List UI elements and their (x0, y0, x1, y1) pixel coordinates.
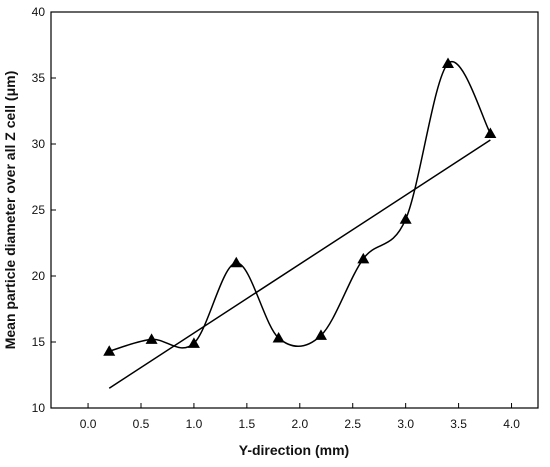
y-tick-label: 35 (32, 71, 46, 85)
x-tick-label: 3.5 (450, 417, 467, 431)
y-tick-label: 15 (32, 335, 46, 349)
data-point-marker (442, 57, 455, 68)
y-tick-label: 30 (32, 137, 46, 151)
y-tick-label: 25 (32, 203, 46, 217)
x-tick-label: 1.5 (239, 417, 256, 431)
y-axis-title: Mean particle diameter over all Z cell (… (2, 71, 18, 350)
plot-frame (50, 11, 539, 409)
x-tick-label: 0.5 (133, 417, 150, 431)
data-point-marker (484, 127, 497, 138)
x-axis-ticks: 0.0 0.5 1.0 1.5 2.0 2.5 3.0 3.5 4.0 (80, 403, 520, 431)
fit-line (108, 139, 491, 389)
y-tick-label: 40 (32, 5, 46, 19)
data-point-marker (399, 213, 412, 224)
data-point-marker (145, 333, 158, 344)
data-point-marker (357, 252, 370, 264)
data-point-marker (230, 256, 243, 268)
data-point-marker (314, 329, 327, 340)
x-tick-label: 2.5 (344, 417, 361, 431)
x-axis-title: Y-direction (mm) (239, 442, 349, 458)
data-point-marker (187, 337, 200, 348)
x-tick-label: 1.0 (186, 417, 203, 431)
data-markers (103, 57, 497, 356)
x-tick-label: 4.0 (503, 417, 520, 431)
x-tick-label: 0.0 (80, 417, 97, 431)
data-point-marker (103, 345, 116, 356)
y-axis-ticks: 10 15 20 25 30 35 40 (32, 5, 56, 415)
x-tick-label: 3.0 (397, 417, 414, 431)
y-tick-label: 10 (32, 401, 46, 415)
series-curve (109, 60, 492, 352)
y-tick-label: 20 (32, 269, 46, 283)
data-point-marker (272, 332, 285, 343)
x-tick-label: 2.0 (291, 417, 308, 431)
